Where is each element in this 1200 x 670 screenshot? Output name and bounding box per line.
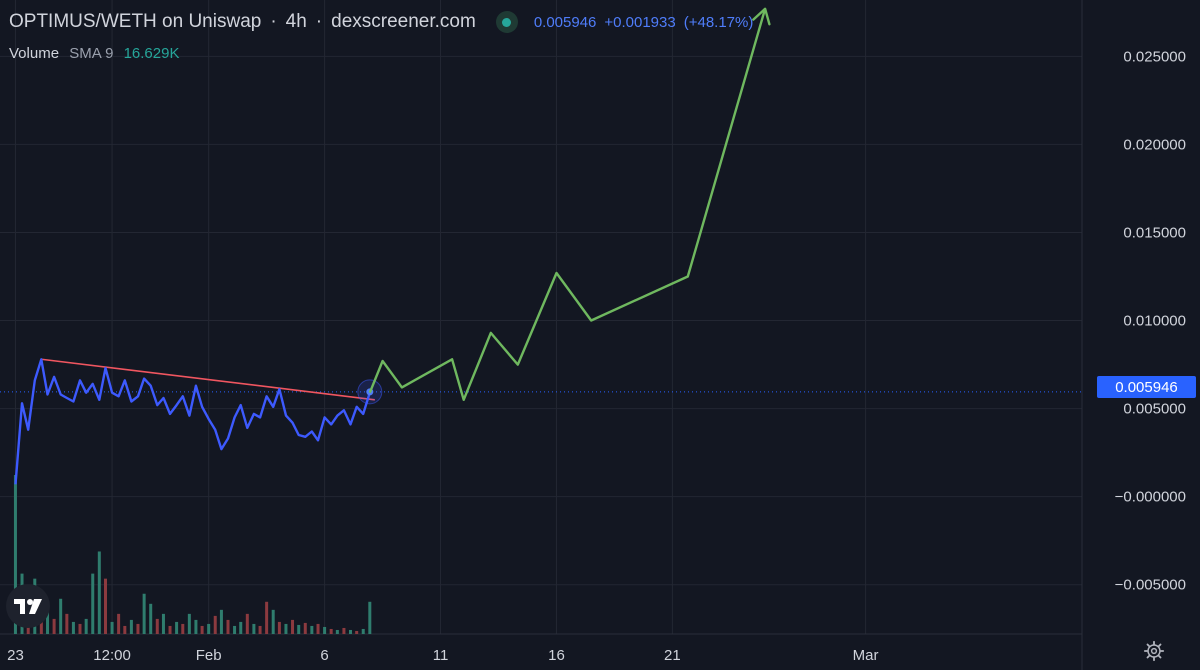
volume-sma-label: SMA 9 [69,45,114,62]
volume-bar [155,618,159,634]
volume-bar [59,598,63,634]
volume-bar [355,630,359,634]
y-tick-label: −0.005000 [1115,577,1186,594]
x-tick-label: 12:00 [93,647,131,664]
volume-bar [323,626,327,634]
volume-bar [303,622,307,634]
tradingview-logo-icon[interactable] [6,584,50,628]
volume-bar [149,603,153,634]
separator-dot: · [315,11,323,32]
interval-label[interactable]: 4h [285,11,307,32]
volume-bar [335,629,339,634]
x-tick-label: Mar [853,647,879,664]
volume-bar [181,623,185,634]
volume-bar [329,628,333,634]
volume-bar [207,623,211,634]
volume-bar [136,623,140,634]
projection-line [368,8,767,401]
green-dot-icon [495,11,518,33]
y-axis[interactable]: 0.025000 0.020000 0.015000 0.010000 0.005000… [1115,48,1186,593]
x-tick-label: 6 [320,647,328,664]
volume-bar [65,613,69,634]
volume-bar [239,621,243,634]
volume-bar [168,625,172,634]
x-tick-label: 21 [664,647,681,664]
x-tick-label: 11 [433,647,449,664]
x-tick-label: Feb [196,647,222,664]
volume-bar [368,601,372,634]
volume-bar [110,621,114,634]
volume-bar [123,625,127,634]
volume-bar [39,615,43,634]
volume-bar [310,625,314,634]
y-tick-label: −0.000000 [1115,489,1186,506]
volume-bar [194,619,198,634]
volume-bar [84,618,88,634]
volume-bar [71,621,75,634]
volume-bar [258,625,262,634]
volume-bar [200,625,204,634]
grid-lines [0,0,1083,670]
volume-bar [297,624,301,634]
resistance-trendline [41,358,375,401]
price-change-value: +0.001933 [604,13,676,31]
volume-bar [187,613,191,634]
volume-bars [13,475,372,634]
projection-series [368,7,771,401]
volume-bar [361,628,365,634]
volume-bar [213,615,217,634]
volume-label: Volume [9,45,60,62]
volume-bar [129,619,133,634]
volume-bar [226,619,230,634]
volume-bar [277,621,281,634]
price-change-percent: (+48.17%) [683,13,754,31]
volume-bar [13,475,17,634]
x-tick-label: 23 [7,647,24,664]
volume-bar [245,613,249,634]
volume-bar [233,625,237,634]
source-label: dexscreener.com [331,11,476,32]
gear-icon[interactable] [1143,640,1165,662]
y-tick-label: 0.010000 [1123,313,1186,330]
projection-arrow-head [752,7,771,26]
volume-bar [348,629,352,634]
volume-bar [78,623,82,634]
chart-legend: OPTIMUS/WETH on Uniswap · 4h · dexscreen… [9,9,753,35]
volume-bar [219,609,223,634]
separator-dot: · [270,11,277,32]
volume-bar [117,613,121,634]
volume-value: 16.629K [123,45,180,62]
volume-bar [46,605,50,634]
price-line [14,358,371,485]
volume-legend[interactable]: Volume SMA 9 16.629K [9,45,179,62]
last-price-value: 0.005946 [533,13,597,31]
volume-bar [97,551,101,634]
y-tick-label: 0.015000 [1123,224,1186,241]
y-tick-label: 0.025000 [1123,48,1186,65]
volume-bar [52,618,56,634]
volume-bar [91,573,95,634]
volume-bar [265,601,269,634]
volume-bar [142,593,146,634]
volume-bar [291,619,295,634]
symbol-title[interactable]: OPTIMUS/WETH on Uniswap [9,11,262,32]
y-tick-label: 0.005000 [1123,401,1186,418]
volume-bar [161,613,165,634]
volume-bar [271,609,275,634]
x-axis[interactable]: 23 12:00 Feb 6 11 16 21 Mar [7,647,878,664]
y-tick-label: 0.020000 [1123,136,1186,153]
x-tick-label: 16 [548,647,565,664]
volume-bar [175,621,179,634]
volume-bar [284,623,288,634]
last-price-tag: 0.005946 [1097,376,1196,398]
volume-bar [252,623,256,634]
volume-bar [316,623,320,634]
volume-bar [103,578,107,634]
trendline [41,358,375,401]
volume-bar [342,627,346,634]
